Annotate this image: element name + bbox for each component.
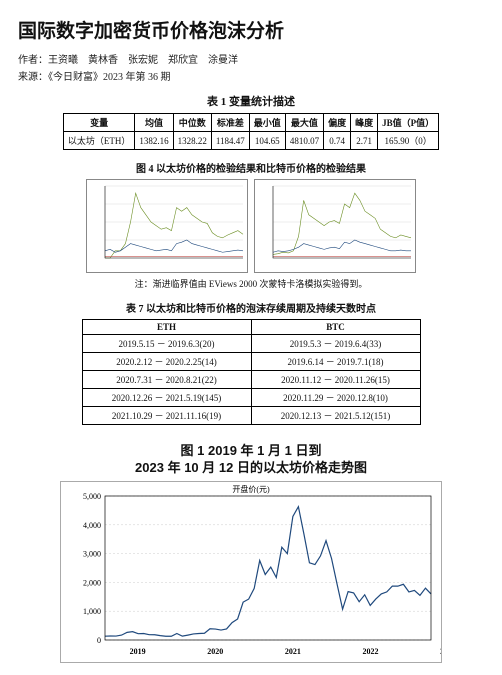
page-title: 国际数字加密货币价格泡沫分析 <box>18 16 484 43</box>
source: 来源：《今日财富》2023 年第 36 期 <box>18 68 484 83</box>
table7-cell: 2021.10.29 － 2021.11.16(19) <box>82 407 251 425</box>
svg-text:开盘价(元): 开盘价(元) <box>232 484 270 494</box>
svg-text:0: 0 <box>97 636 101 645</box>
table1-cell: 2.71 <box>351 132 378 150</box>
table1-header: 变量 <box>63 114 135 132</box>
svg-text:3,000: 3,000 <box>83 549 101 558</box>
table7-cell: 2019.5.15 － 2019.6.3(20) <box>82 335 251 353</box>
fig4-caption: 图 4 以太坊价格的检验结果和比特币价格的检验结果 <box>18 160 484 175</box>
table1-cell: 0.74 <box>324 132 351 150</box>
table1-header: 中位数 <box>173 114 211 132</box>
table1-rowlabel: 以太坊（ETH） <box>63 132 135 150</box>
table1-cell: 165.90（0） <box>378 132 439 150</box>
svg-text:2,000: 2,000 <box>83 578 101 587</box>
fig4-note: 注：渐进临界值由 EViews 2000 次蒙特卡洛模拟实验得到。 <box>18 277 484 290</box>
svg-text:1,000: 1,000 <box>83 607 101 616</box>
svg-text:2019: 2019 <box>130 647 146 656</box>
table1-header: 标准差 <box>211 114 249 132</box>
svg-text:2022: 2022 <box>362 647 378 656</box>
table7-caption: 表 7 以太坊和比特币价格的泡沫存续周期及持续天数时点 <box>18 300 484 315</box>
table1-header: 均值 <box>135 114 173 132</box>
svg-text:2020: 2020 <box>207 647 223 656</box>
table7-cell: 2020.7.31 － 2020.8.21(22) <box>82 371 251 389</box>
table1-header: 最大值 <box>285 114 323 132</box>
table7-cell: 2020.11.29 － 2020.12.8(10) <box>251 389 420 407</box>
table1-caption: 表 1 变量统计描述 <box>18 93 484 109</box>
fig4-charts <box>18 179 484 273</box>
table7-cell: 2020.12.13 － 2021.5.12(151) <box>251 407 420 425</box>
table1-header: 偏度 <box>324 114 351 132</box>
table1-header: 峰度 <box>351 114 378 132</box>
svg-text:5,000: 5,000 <box>83 492 101 501</box>
table1-cell: 4810.07 <box>285 132 323 150</box>
table7-header: BTC <box>251 320 420 335</box>
table1: 变量均值中位数标准差最小值最大值偏度峰度JB值（P值） 以太坊（ETH）1382… <box>63 113 439 150</box>
authors: 作者：王资曦 黄林香 张宏妮 郑欣宜 涂曼洋 <box>18 51 484 66</box>
table7-cell: 2020.2.12 － 2020.2.25(14) <box>82 353 251 371</box>
table7-header: ETH <box>82 320 251 335</box>
table7-cell: 2019.6.14 － 2019.7.1(18) <box>251 353 420 371</box>
table1-cell: 104.65 <box>249 132 285 150</box>
table7-cell: 2020.11.12 － 2020.11.26(15) <box>251 371 420 389</box>
fig4-left <box>86 179 248 273</box>
svg-text:4,000: 4,000 <box>83 521 101 530</box>
table7: ETHBTC2019.5.15 － 2019.6.3(20)2019.5.3 －… <box>82 319 421 425</box>
fig1-chart: 0 1,000 2,000 3,000 4,000 5,000 2019 2020 2021 20… <box>60 481 442 663</box>
svg-text:2023: 2023 <box>440 647 442 656</box>
table1-header: 最小值 <box>249 114 285 132</box>
table1-cell: 1382.16 <box>135 132 173 150</box>
table7-cell: 2019.5.3 － 2019.6.4(33) <box>251 335 420 353</box>
svg-text:2021: 2021 <box>285 647 301 656</box>
table1-cell: 1328.22 <box>173 132 211 150</box>
fig4-right <box>254 179 416 273</box>
table7-cell: 2020.12.26 － 2021.5.19(145) <box>82 389 251 407</box>
table1-cell: 1184.47 <box>211 132 249 150</box>
fig1-caption: 图 1 2019 年 1 月 1 日到 2023 年 10 月 12 日的以太坊… <box>18 443 484 477</box>
table1-header: JB值（P值） <box>378 114 439 132</box>
